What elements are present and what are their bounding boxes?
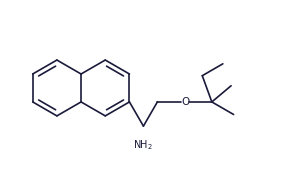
Text: O: O — [181, 97, 189, 107]
Text: NH$_2$: NH$_2$ — [133, 138, 154, 152]
